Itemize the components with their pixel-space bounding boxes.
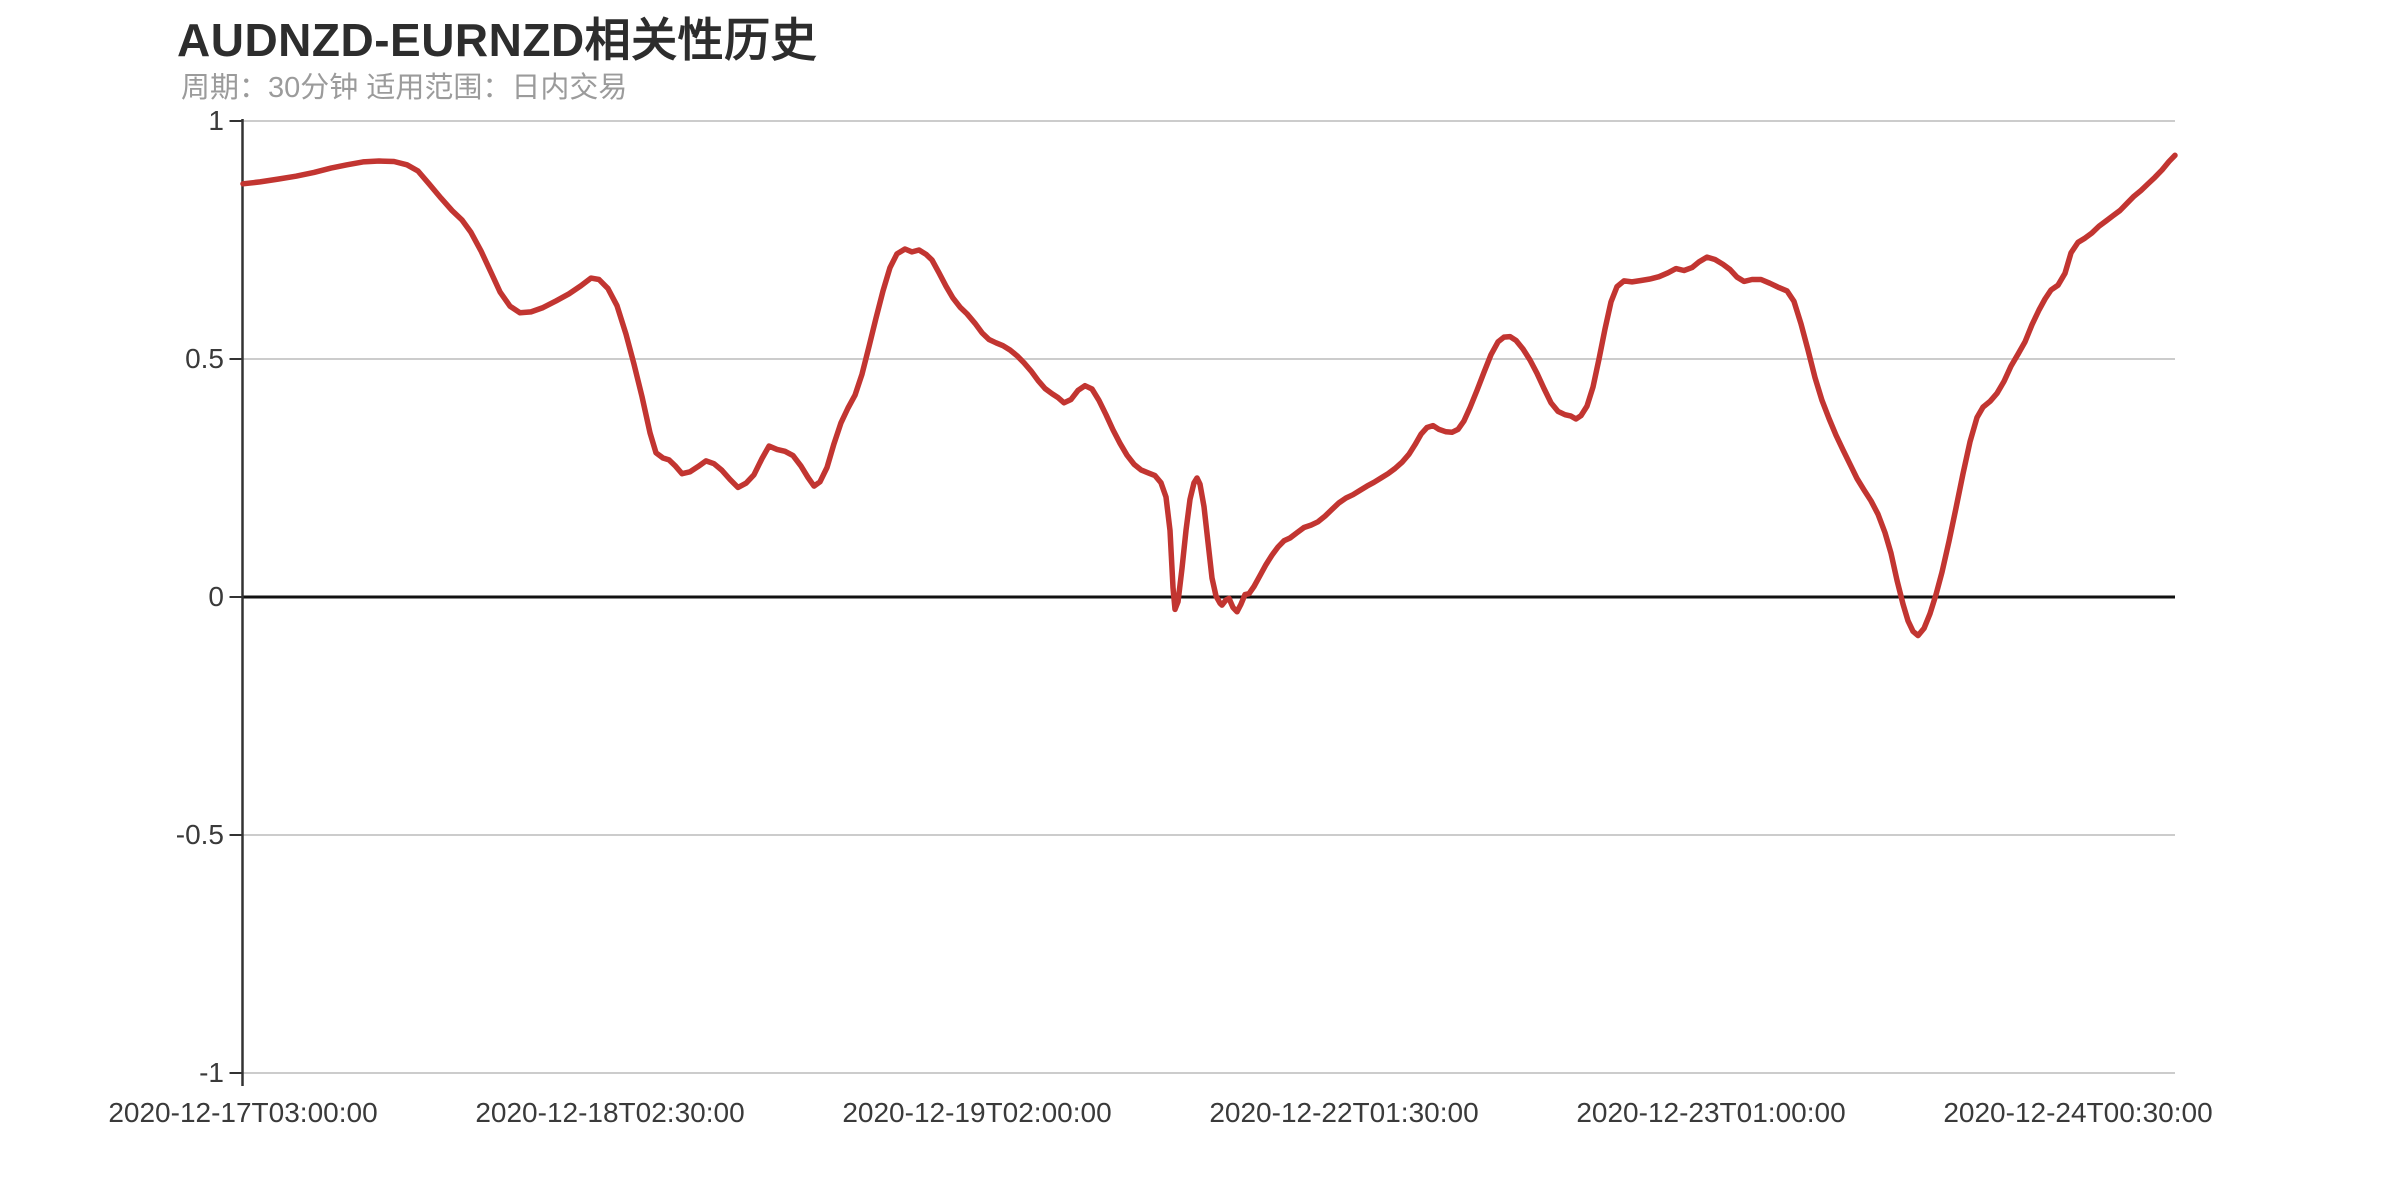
x-axis-label: 2020-12-18T02:30:00 — [475, 1097, 745, 1128]
y-axis-label: 0 — [208, 581, 224, 612]
x-axis-label: 2020-12-17T03:00:00 — [108, 1097, 378, 1128]
y-axis-label: 0.5 — [185, 343, 224, 374]
x-axis-label: 2020-12-22T01:30:00 — [1209, 1097, 1479, 1128]
x-axis-label: 2020-12-24T00:30:00 — [1943, 1097, 2213, 1128]
x-axis-label: 2020-12-19T02:00:00 — [842, 1097, 1112, 1128]
y-axis-label: -0.5 — [175, 819, 224, 850]
correlation-series-line — [240, 152, 2178, 639]
y-axis-label: 1 — [208, 105, 224, 136]
chart-subtitle: 周期：30分钟 适用范围：日内交易 — [181, 72, 628, 104]
y-axis-label: -1 — [199, 1057, 224, 1088]
chart-title: AUDNZD-EURNZD相关性历史 — [177, 14, 818, 66]
x-axis-label: 2020-12-23T01:00:00 — [1576, 1097, 1846, 1128]
